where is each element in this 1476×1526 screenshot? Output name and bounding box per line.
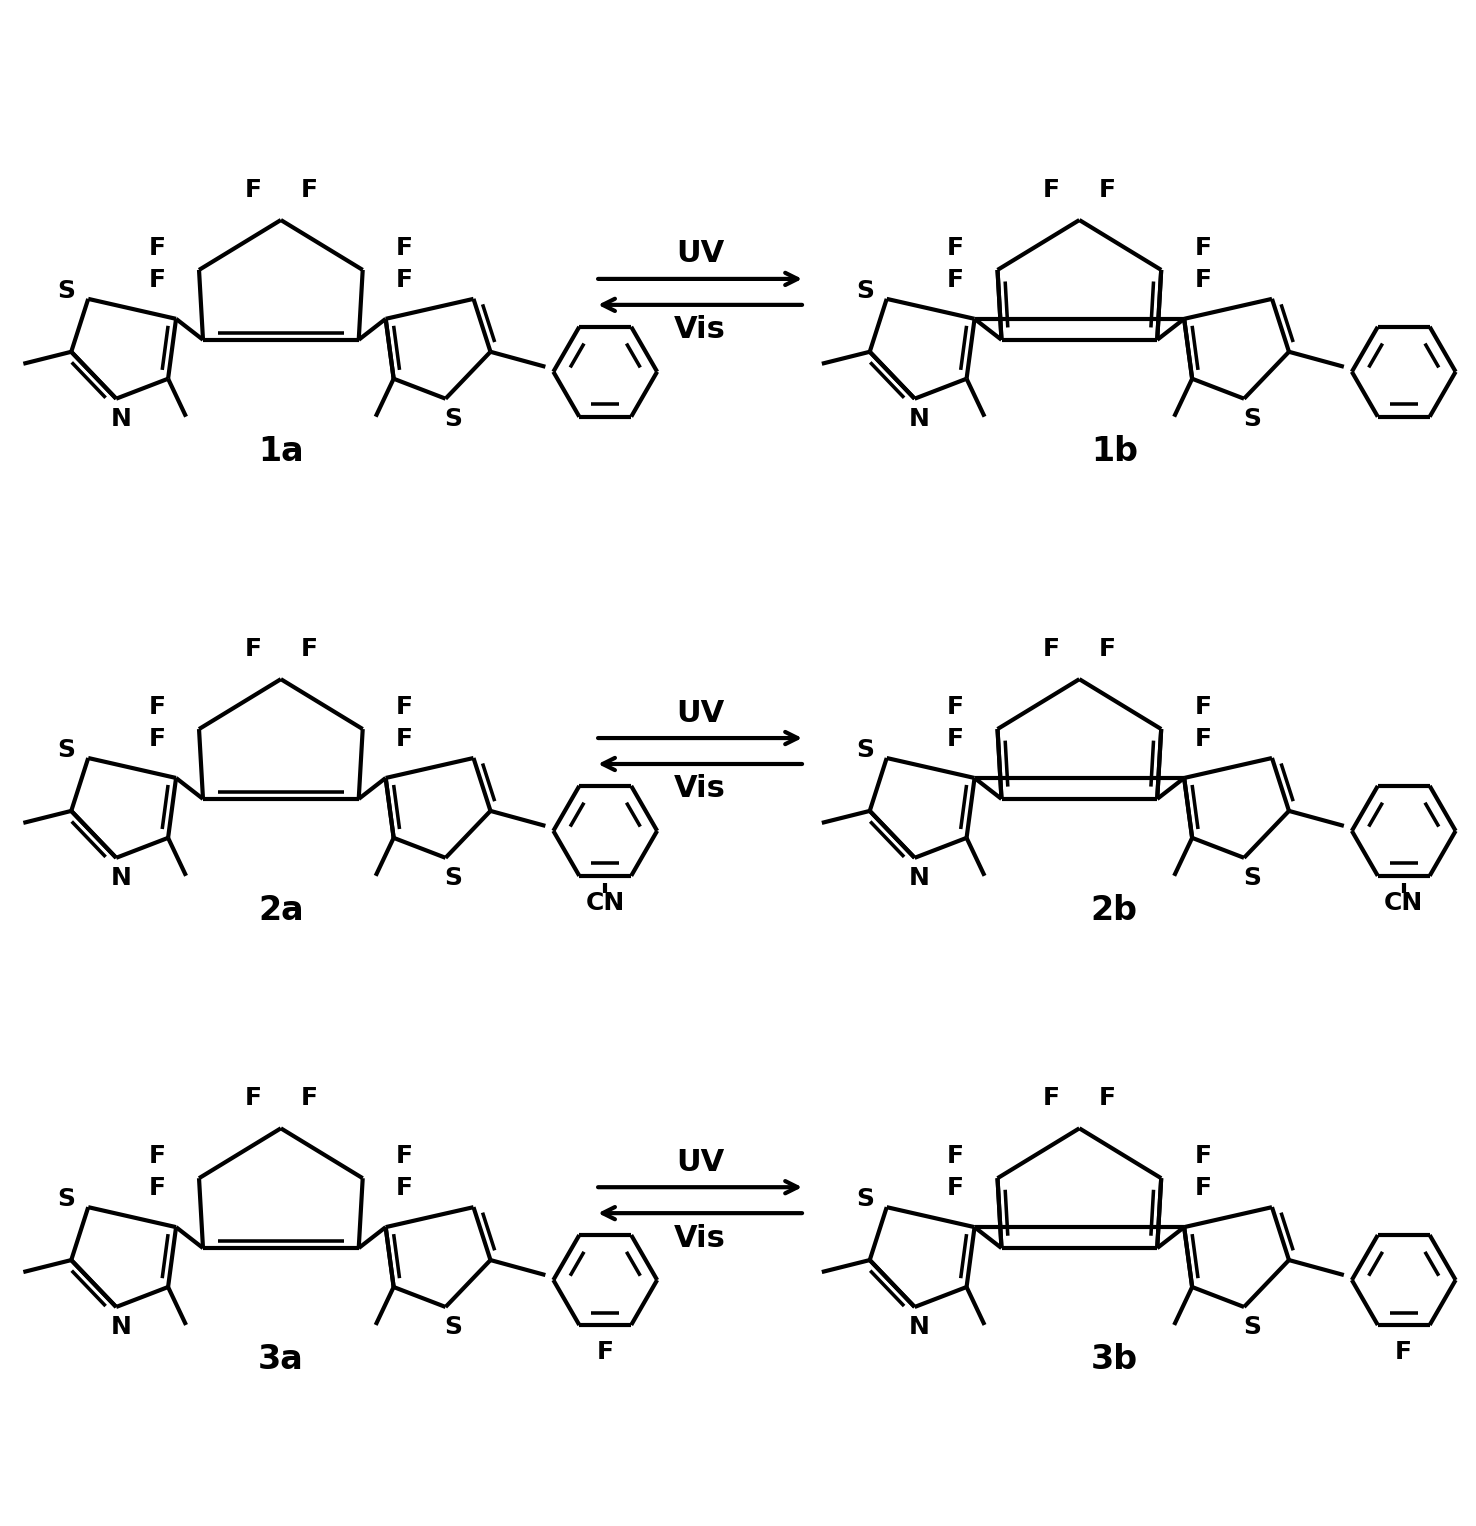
Text: CN: CN: [586, 891, 624, 914]
Text: S: S: [856, 279, 874, 302]
Text: F: F: [396, 1177, 413, 1199]
Text: Vis: Vis: [675, 1224, 726, 1253]
Text: S: S: [856, 1187, 874, 1212]
Text: S: S: [58, 1187, 75, 1212]
Text: F: F: [149, 237, 165, 259]
Text: F: F: [948, 1144, 964, 1169]
Text: F: F: [396, 237, 413, 259]
Text: F: F: [1044, 1087, 1060, 1111]
Text: F: F: [1098, 1087, 1116, 1111]
Text: F: F: [245, 1087, 261, 1111]
Text: F: F: [1044, 638, 1060, 661]
Text: S: S: [1243, 1315, 1261, 1338]
Text: F: F: [396, 269, 413, 291]
Text: F: F: [1194, 269, 1212, 291]
Text: F: F: [300, 638, 317, 661]
Text: N: N: [111, 865, 131, 890]
Text: N: N: [909, 1315, 930, 1338]
Text: F: F: [149, 696, 165, 719]
Text: F: F: [948, 269, 964, 291]
Text: F: F: [396, 726, 413, 751]
Text: S: S: [1243, 865, 1261, 890]
Text: F: F: [149, 269, 165, 291]
Text: N: N: [909, 865, 930, 890]
Text: UV: UV: [676, 240, 725, 269]
Text: N: N: [111, 1315, 131, 1338]
Text: F: F: [149, 726, 165, 751]
Text: F: F: [1194, 237, 1212, 259]
Text: F: F: [1395, 1340, 1413, 1364]
Text: F: F: [149, 1177, 165, 1199]
Text: F: F: [596, 1340, 614, 1364]
Text: F: F: [1194, 696, 1212, 719]
Text: 3a: 3a: [258, 1343, 304, 1376]
Text: N: N: [909, 406, 930, 430]
Text: Vis: Vis: [675, 775, 726, 804]
Text: S: S: [444, 1315, 462, 1338]
Text: 1b: 1b: [1091, 435, 1138, 468]
Text: F: F: [948, 1177, 964, 1199]
Text: F: F: [1194, 1177, 1212, 1199]
Text: Vis: Vis: [675, 316, 726, 345]
Text: F: F: [396, 1144, 413, 1169]
Text: 1a: 1a: [258, 435, 304, 468]
Text: F: F: [245, 638, 261, 661]
Text: CN: CN: [1384, 891, 1423, 914]
Text: 2b: 2b: [1091, 894, 1138, 928]
Text: F: F: [396, 696, 413, 719]
Text: F: F: [1098, 638, 1116, 661]
Text: S: S: [856, 739, 874, 761]
Text: F: F: [948, 237, 964, 259]
Text: F: F: [245, 179, 261, 201]
Text: S: S: [444, 406, 462, 430]
Text: F: F: [948, 696, 964, 719]
Text: F: F: [1194, 726, 1212, 751]
Text: 2a: 2a: [258, 894, 304, 928]
Text: S: S: [58, 279, 75, 302]
Text: F: F: [300, 179, 317, 201]
Text: 3b: 3b: [1091, 1343, 1138, 1376]
Text: S: S: [444, 865, 462, 890]
Text: F: F: [1098, 179, 1116, 201]
Text: F: F: [300, 1087, 317, 1111]
Text: F: F: [948, 726, 964, 751]
Text: F: F: [1194, 1144, 1212, 1169]
Text: S: S: [58, 739, 75, 761]
Text: N: N: [111, 406, 131, 430]
Text: UV: UV: [676, 699, 725, 728]
Text: UV: UV: [676, 1148, 725, 1177]
Text: F: F: [149, 1144, 165, 1169]
Text: S: S: [1243, 406, 1261, 430]
Text: F: F: [1044, 179, 1060, 201]
